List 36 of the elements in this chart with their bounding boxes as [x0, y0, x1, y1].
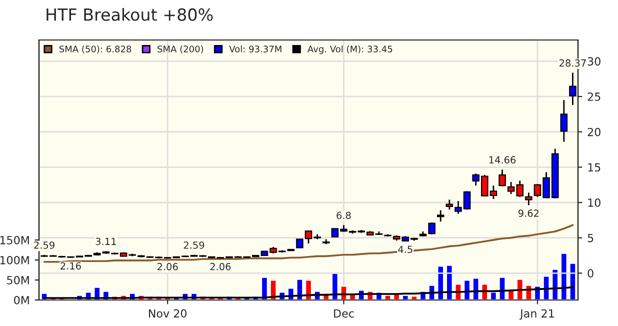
line-series	[43, 286, 574, 299]
candlestick	[498, 168, 506, 187]
x-tick-label: Nov 20	[148, 309, 187, 318]
annotation: 9.62	[518, 210, 539, 217]
y2-tick-label: 100M	[0, 256, 29, 264]
y2-tick-label: 0M	[14, 296, 29, 304]
y-tick-label: 0	[588, 269, 594, 278]
x-tick-label: Dec	[334, 309, 354, 318]
annotation: 2.06	[157, 262, 178, 270]
annotation: 6.8	[336, 212, 351, 220]
legend-label: SMA (200)	[158, 45, 204, 54]
y-tick-label: 25	[588, 92, 600, 101]
legend-label: Vol: 93.37M	[229, 45, 282, 52]
y2-tick-label: 50M	[7, 276, 29, 284]
y-tick-label: 30	[588, 57, 600, 66]
legend-label: Avg. Vol (M): 33.45	[308, 45, 392, 54]
annotation: 2.59	[34, 241, 54, 249]
annotation: 2.16	[60, 262, 81, 270]
annotation: 14.66	[489, 156, 516, 164]
annotation: 3.11	[96, 238, 116, 246]
x-tick-label: Jan 21	[520, 309, 554, 320]
candlestick	[525, 192, 532, 206]
annotation: 2.06	[210, 262, 231, 270]
y-tick-label: 20	[588, 128, 600, 136]
chart-title: HTF Breakout +80%	[46, 8, 213, 21]
y-tick-label: 5	[588, 234, 594, 242]
y-tick-label: 15	[588, 163, 600, 172]
candlestick	[569, 72, 576, 106]
candlestick	[436, 210, 444, 222]
y2-tick-label: 150M	[0, 236, 29, 244]
candlestick	[560, 99, 568, 142]
annotation: 28.37	[560, 59, 586, 67]
y-tick-label: 10	[588, 198, 600, 207]
annotation: 2.59	[184, 241, 204, 249]
legend-label: SMA (50): 6.828	[59, 45, 132, 54]
candlestick	[446, 198, 454, 210]
